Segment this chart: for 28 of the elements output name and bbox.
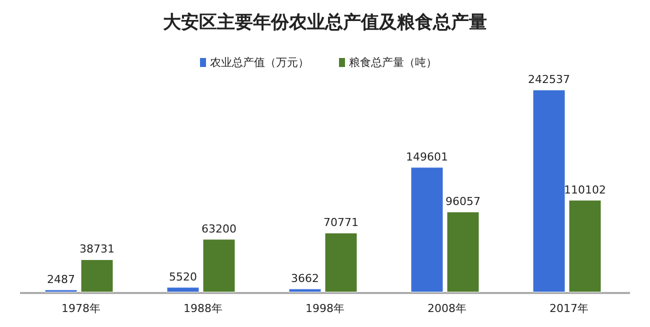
bar: [166, 287, 200, 292]
bar: [324, 232, 358, 292]
data-label: 149601: [406, 150, 448, 164]
legend-label: 农业总产值（万元）: [210, 56, 309, 69]
bar: [568, 200, 602, 292]
bar: [446, 212, 480, 292]
data-label: 242537: [528, 73, 570, 86]
x-tick-label: 2017年: [550, 302, 588, 315]
data-label: 70771: [324, 216, 358, 230]
bar: [288, 288, 322, 292]
data-label: 3662: [291, 272, 319, 285]
data-label: 96057: [446, 195, 480, 208]
data-label: 63200: [202, 222, 236, 236]
bar: [410, 167, 444, 292]
data-label: 5520: [169, 270, 197, 284]
data-label: 2487: [47, 272, 75, 286]
data-label: 110102: [564, 183, 606, 196]
x-tick-label: 1988年: [184, 302, 222, 315]
data-label: 38731: [80, 242, 114, 256]
bar: [202, 239, 236, 292]
bar: [80, 259, 114, 292]
chart-title: 大安区主要年份农业总产值及粮食总产量: [162, 12, 487, 33]
x-tick-label: 2008年: [428, 302, 466, 315]
bar: [532, 90, 566, 292]
bar: [44, 290, 78, 292]
x-tick-label: 1978年: [62, 302, 100, 315]
legend-label: 粮食总产量（吨）: [349, 56, 437, 69]
x-tick-label: 1998年: [306, 302, 344, 315]
